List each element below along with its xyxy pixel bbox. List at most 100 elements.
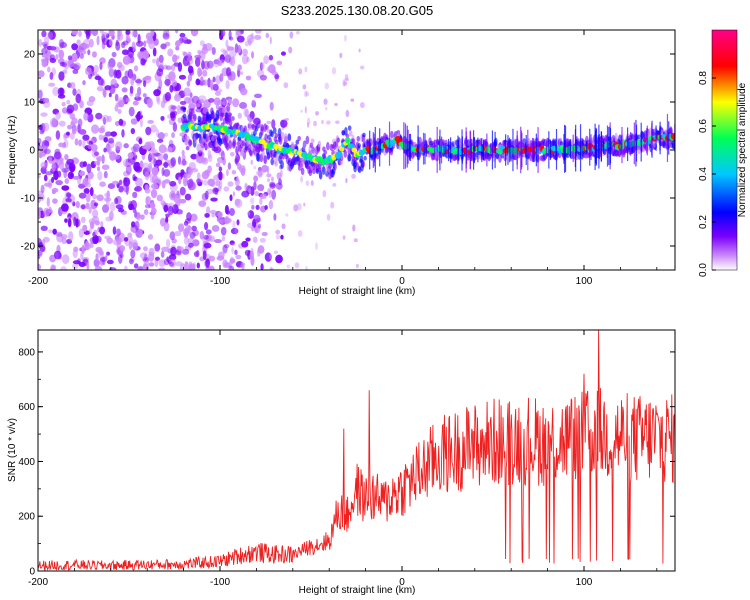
noise-speck [60,234,68,239]
noise-speck [344,73,349,81]
noise-speck [38,237,43,248]
noise-speck [202,79,209,86]
noise-speck [294,262,300,269]
noise-speck [112,180,119,185]
noise-speck [224,50,229,57]
noise-speck [85,30,91,40]
noise-speck [143,246,148,252]
noise-speck [51,187,59,193]
noise-speck [107,145,112,155]
noise-speck [226,210,230,215]
noise-speck [268,200,274,210]
noise-speck [229,258,236,264]
noise-speck [263,55,270,65]
noise-speck [223,186,230,192]
noise-speck [71,117,78,125]
noise-speck [238,165,246,174]
noise-speck [171,79,178,87]
noise-speck [315,111,319,116]
noise-speck [158,267,166,270]
noise-speck [111,51,117,58]
ridge-halo [191,108,195,117]
noise-speck [91,215,100,223]
noise-speck [207,165,212,174]
noise-speck [147,153,153,163]
noise-speck [259,193,267,200]
noise-speck [188,242,194,248]
noise-speck [128,106,135,117]
noise-speck [188,263,196,269]
noise-speck [230,243,236,247]
ridge-halo [357,143,361,149]
x-tick-label: -200 [28,276,48,287]
noise-speck [342,235,346,240]
noise-speck [128,46,133,52]
noise-speck [148,40,155,50]
noise-speck [128,240,133,250]
noise-speck [143,209,149,215]
noise-speck [266,66,270,72]
noise-speck [209,79,214,90]
noise-speck [43,207,50,218]
noise-speck [194,57,201,67]
noise-speck [204,221,209,231]
noise-speck [197,49,202,55]
ridge-halo [270,158,275,166]
noise-speck [255,204,260,210]
noise-speck [137,110,141,119]
noise-speck [156,86,162,95]
noise-speck [244,182,248,191]
noise-speck [300,109,303,113]
noise-speck [108,30,115,37]
noise-speck [186,80,191,87]
noise-speck [74,138,79,146]
noise-speck [202,179,209,186]
noise-speck [232,220,236,228]
noise-speck [165,213,170,218]
ridge-halo [343,149,348,158]
noise-speck [66,99,71,105]
snr-x-ticks: -200 -100 0 100 [28,330,658,588]
noise-speck [240,262,246,266]
noise-speck [229,151,235,157]
ridge-halo [215,109,220,119]
noise-speck [234,227,238,235]
x-tick-label: -100 [210,276,230,287]
noise-speck [117,30,121,41]
noise-speck [199,231,205,240]
noise-speck [190,30,199,37]
noise-speck [79,99,84,109]
noise-speck [165,65,172,71]
noise-speck [85,202,90,210]
noise-speck [153,89,161,97]
noise-speck [134,79,143,84]
noise-speck [152,47,157,57]
ridge-halo [326,141,330,151]
noise-speck [142,93,147,98]
noise-speck [115,69,122,79]
noise-speck [94,75,102,81]
noise-speck [164,132,168,137]
noise-speck [331,67,337,75]
noise-speck [61,254,70,265]
noise-speck [99,226,106,235]
noise-speck [145,126,152,136]
noise-speck [177,246,184,252]
noise-speck [66,158,75,166]
noise-speck [359,65,365,70]
noise-speck [38,70,45,78]
ridge-halo [257,120,261,129]
noise-speck [160,250,165,258]
noise-speck [73,246,79,252]
noise-speck [78,228,84,238]
noise-speck [253,93,262,99]
noise-speck [205,262,210,269]
noise-speck [161,180,166,189]
ridge-halo [232,137,237,147]
y-tick-label: 400 [18,457,35,468]
noise-speck [204,190,209,200]
noise-speck [230,227,239,235]
noise-speck [236,30,242,37]
noise-speck [201,157,209,165]
noise-speck [99,30,104,34]
